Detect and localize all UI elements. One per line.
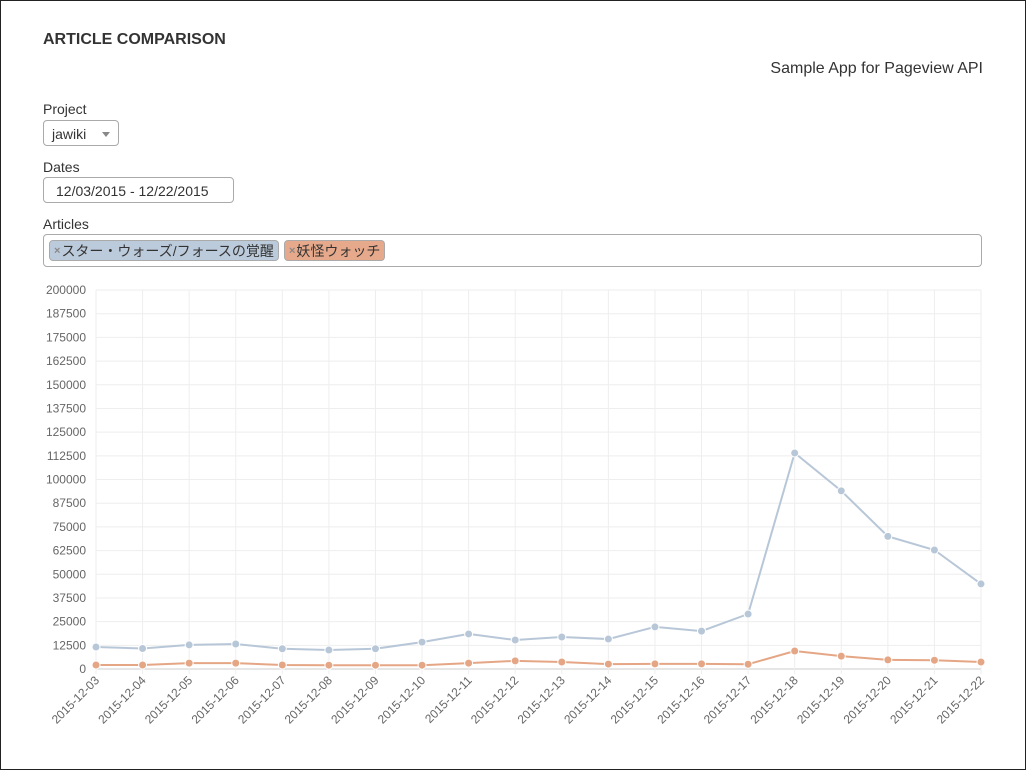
x-tick-label: 2015-12-09: [328, 673, 382, 727]
x-tick-label: 2015-12-03: [49, 673, 103, 727]
data-point: [976, 657, 986, 667]
data-point: [790, 448, 800, 458]
data-point: [277, 660, 287, 670]
y-tick-label: 62500: [53, 544, 87, 558]
data-point: [976, 579, 986, 589]
x-tick-label: 2015-12-13: [515, 673, 569, 727]
y-tick-label: 175000: [46, 330, 86, 344]
data-point: [697, 659, 707, 669]
data-point: [929, 545, 939, 555]
y-tick-label: 162500: [46, 354, 86, 368]
data-point: [91, 642, 101, 652]
project-value: jawiki: [52, 126, 87, 142]
y-tick-label: 87500: [53, 496, 87, 510]
data-point: [417, 637, 427, 647]
articles-input[interactable]: × スター・ウォーズ/フォースの覚醒 × 妖怪ウォッチ: [43, 234, 982, 267]
data-point: [510, 635, 520, 645]
x-tick-label: 2015-12-12: [468, 673, 522, 727]
project-label: Project: [43, 101, 87, 117]
x-tick-label: 2015-12-18: [747, 673, 801, 727]
data-point: [743, 659, 753, 669]
data-point: [790, 646, 800, 656]
data-point: [138, 660, 148, 670]
x-tick-label: 2015-12-17: [701, 673, 755, 727]
data-point: [650, 659, 660, 669]
y-tick-label: 200000: [46, 283, 86, 297]
article-tag-label: 妖怪ウォッチ: [296, 243, 381, 259]
data-point: [184, 658, 194, 668]
x-tick-label: 2015-12-14: [561, 673, 615, 727]
data-point: [417, 660, 427, 670]
remove-icon[interactable]: ×: [288, 245, 296, 257]
data-point: [464, 658, 474, 668]
data-point: [370, 660, 380, 670]
data-point: [91, 660, 101, 670]
data-point: [231, 639, 241, 649]
x-tick-label: 2015-12-20: [841, 673, 895, 727]
x-tick-label: 2015-12-21: [887, 673, 941, 727]
data-point: [277, 644, 287, 654]
date-range-input[interactable]: 12/03/2015 - 12/22/2015: [43, 177, 234, 203]
x-tick-label: 2015-12-11: [422, 673, 475, 726]
series-line: [96, 649, 982, 667]
y-tick-label: 50000: [53, 567, 87, 581]
x-tick-label: 2015-12-15: [608, 673, 662, 727]
article-tag: × 妖怪ウォッチ: [283, 240, 386, 261]
data-point: [324, 660, 334, 670]
data-point: [370, 644, 380, 654]
data-point: [138, 644, 148, 654]
y-tick-label: 125000: [46, 425, 86, 439]
data-point: [603, 634, 613, 644]
page-title: ARTICLE COMPARISON: [43, 31, 226, 48]
y-tick-label: 137500: [46, 401, 86, 415]
y-tick-label: 75000: [53, 520, 87, 534]
chevron-down-icon: [102, 132, 110, 137]
x-tick-label: 2015-12-04: [95, 673, 149, 727]
y-tick-label: 0: [79, 662, 86, 676]
data-point: [231, 658, 241, 668]
x-tick-label: 2015-12-07: [235, 673, 289, 727]
data-point: [883, 655, 893, 665]
data-point: [743, 609, 753, 619]
article-tag-label: スター・ウォーズ/フォースの覚醒: [61, 243, 274, 259]
data-point: [650, 622, 660, 632]
x-tick-label: 2015-12-22: [934, 673, 988, 727]
x-tick-label: 2015-12-16: [654, 673, 708, 727]
data-point: [836, 651, 846, 661]
y-tick-label: 12500: [53, 638, 87, 652]
y-tick-label: 100000: [46, 473, 86, 487]
data-point: [464, 629, 474, 639]
data-point: [883, 531, 893, 541]
data-point: [836, 486, 846, 496]
article-tag: × スター・ウォーズ/フォースの覚醒: [49, 240, 279, 261]
data-point: [557, 632, 567, 642]
x-tick-label: 2015-12-05: [142, 673, 196, 727]
y-tick-label: 25000: [53, 615, 87, 629]
data-point: [557, 657, 567, 667]
project-select[interactable]: jawiki: [43, 120, 119, 146]
data-point: [929, 655, 939, 665]
x-tick-label: 2015-12-06: [189, 673, 243, 727]
y-tick-label: 37500: [53, 591, 87, 605]
remove-icon[interactable]: ×: [54, 245, 61, 257]
data-point: [510, 656, 520, 666]
y-tick-label: 112500: [47, 449, 86, 463]
data-point: [184, 640, 194, 650]
data-point: [603, 659, 613, 669]
data-point: [697, 626, 707, 636]
articles-label: Articles: [43, 216, 89, 232]
series-line: [95, 451, 982, 652]
x-tick-label: 2015-12-10: [375, 673, 429, 727]
dates-label: Dates: [43, 159, 80, 175]
data-point: [324, 645, 334, 655]
x-tick-label: 2015-12-19: [794, 673, 848, 727]
x-tick-label: 2015-12-08: [282, 673, 336, 727]
y-tick-label: 187500: [46, 307, 86, 321]
y-tick-label: 150000: [46, 378, 86, 392]
app-subtitle: Sample App for Pageview API: [770, 60, 983, 77]
